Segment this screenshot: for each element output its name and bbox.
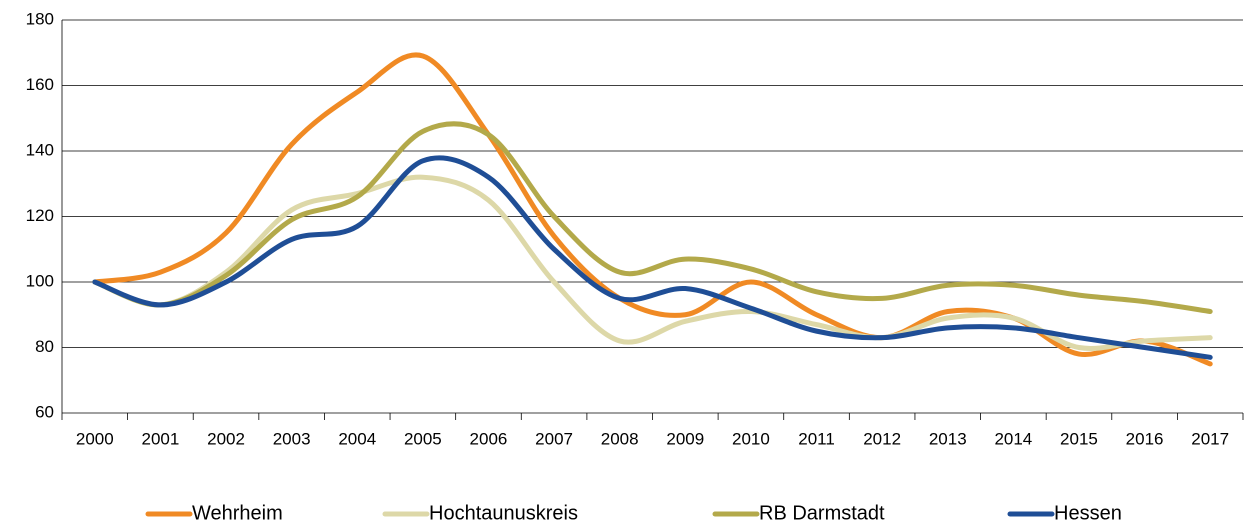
x-tick-label: 2014 — [994, 429, 1032, 448]
series-line — [92, 121, 1213, 314]
y-tick-label: 160 — [26, 75, 54, 94]
y-tick-label: 60 — [35, 402, 54, 421]
x-tick-label: 2009 — [666, 429, 704, 448]
x-tick-label: 2017 — [1191, 429, 1229, 448]
x-tick-label: 2000 — [76, 429, 114, 448]
x-tick-label: 2003 — [273, 429, 311, 448]
x-tick-label: 2016 — [1126, 429, 1164, 448]
x-tick-label: 2007 — [535, 429, 573, 448]
series-line — [92, 52, 1213, 367]
series-line — [92, 155, 1213, 360]
y-tick-label: 180 — [26, 9, 54, 28]
x-tick-label: 2006 — [470, 429, 508, 448]
y-tick-label: 140 — [26, 140, 54, 159]
x-tick-label: 2013 — [929, 429, 967, 448]
x-tick-label: 2004 — [338, 429, 376, 448]
x-tick-label: 2011 — [798, 429, 835, 448]
x-tick-label: 2012 — [863, 429, 901, 448]
x-tick-label: 2005 — [404, 429, 442, 448]
legend-label: Wehrheim — [192, 502, 283, 524]
y-tick-label: 80 — [35, 337, 54, 356]
x-tick-label: 2002 — [207, 429, 245, 448]
x-tick-label: 2015 — [1060, 429, 1098, 448]
y-tick-label: 120 — [26, 206, 54, 225]
legend-label: RB Darmstadt — [759, 502, 885, 524]
x-tick-label: 2010 — [732, 429, 770, 448]
legend-label: Hochtaunuskreis — [429, 502, 578, 524]
x-tick-label: 2008 — [601, 429, 639, 448]
legend-label: Hessen — [1054, 502, 1122, 524]
series-line — [92, 174, 1213, 351]
y-tick-label: 100 — [26, 271, 54, 290]
x-tick-label: 2001 — [142, 429, 180, 448]
